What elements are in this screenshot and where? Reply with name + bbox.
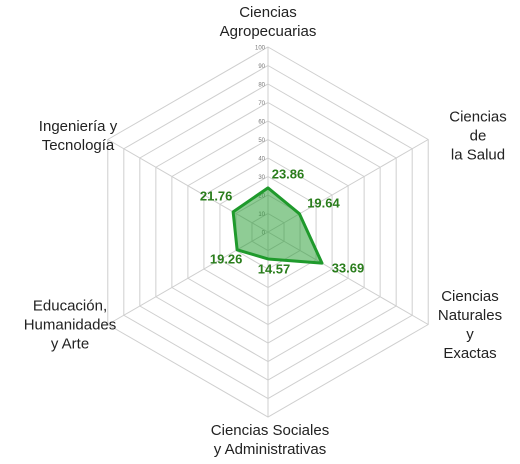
tick-label: 70 xyxy=(258,101,265,107)
tick-label: 50 xyxy=(258,138,265,144)
value-label: 14.57 xyxy=(258,261,291,276)
tick-label: 90 xyxy=(258,64,265,70)
value-label: 33.69 xyxy=(332,261,365,276)
series-area xyxy=(231,186,324,265)
axis-label: Ciencias Sociales y Administrativas xyxy=(210,422,330,458)
value-label: 23.86 xyxy=(272,166,305,181)
tick-label: 60 xyxy=(258,120,265,126)
tick-label: 30 xyxy=(258,175,265,181)
value-label: 19.26 xyxy=(210,251,243,266)
value-label: 19.64 xyxy=(307,195,340,210)
tick-label: 100 xyxy=(255,46,266,52)
axis-label: Ciencias de la Salud xyxy=(449,108,507,164)
value-label: 21.76 xyxy=(200,188,233,203)
tick-label: 80 xyxy=(258,83,265,89)
axis-label: Ciencias Agropecuarias xyxy=(219,4,317,40)
axis-label: Ingeniería y Tecnología xyxy=(38,118,118,154)
axis-label: Ciencias Naturales y Exactas xyxy=(437,288,503,362)
axis-label: Educación, Humanidades y Arte xyxy=(23,297,117,353)
tick-label: 40 xyxy=(258,157,265,163)
